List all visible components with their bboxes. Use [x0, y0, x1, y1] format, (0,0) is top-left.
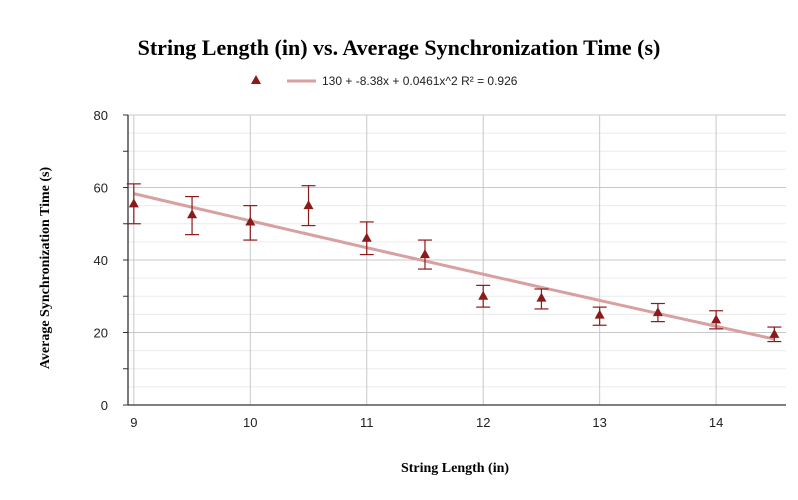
- data-point: [301, 185, 316, 227]
- data-point: [185, 195, 200, 236]
- triangle-marker: [361, 232, 372, 242]
- triangle-marker: [128, 198, 139, 208]
- data-point: [417, 239, 432, 270]
- data-point: [650, 302, 665, 323]
- data-point: [243, 205, 258, 241]
- x-tick-label: 13: [592, 415, 606, 430]
- grid: [128, 114, 786, 405]
- triangle-marker: [478, 290, 489, 300]
- legend-triangle-marker: [251, 75, 261, 84]
- triangle-marker: [303, 200, 314, 210]
- legend-trendline-label: 130 + -8.38x + 0.0461x^2 R² = 0.926: [322, 74, 518, 88]
- triangle-marker: [187, 209, 198, 219]
- y-tick-label: 60: [94, 181, 108, 196]
- data-point: [592, 306, 607, 326]
- x-tick-label: 12: [476, 415, 490, 430]
- data-point: [534, 288, 549, 310]
- triangle-marker: [769, 328, 780, 338]
- triangle-marker: [711, 314, 722, 324]
- data-point: [709, 310, 724, 330]
- x-tick-label: 14: [709, 415, 723, 430]
- triangle-marker: [652, 307, 663, 317]
- y-tick-label: 20: [94, 326, 108, 341]
- x-tick-label: 9: [130, 415, 137, 430]
- y-tick-label: 40: [94, 253, 108, 268]
- triangle-marker: [594, 309, 605, 319]
- y-tick-label: 80: [94, 108, 108, 123]
- data-points: [126, 183, 782, 343]
- x-tick-label: 11: [360, 415, 374, 430]
- triangle-marker: [245, 216, 256, 226]
- data-point: [476, 284, 491, 308]
- trendline: [133, 192, 775, 341]
- data-point: [767, 326, 782, 343]
- x-tick-label: 10: [243, 415, 257, 430]
- data-point: [126, 183, 141, 225]
- legend: 130 + -8.38x + 0.0461x^2 R² = 0.926: [251, 74, 518, 88]
- data-point: [359, 221, 374, 256]
- y-axis-title: Average Synchronization Time (s): [38, 166, 53, 369]
- y-tick-label: 0: [101, 398, 108, 413]
- chart-title: String Length (in) vs. Average Synchroni…: [138, 35, 661, 60]
- trendline-layer: [133, 192, 775, 341]
- axes: 0 20 40 60 80 9 10 11 12 13 14: [94, 108, 786, 430]
- triangle-marker: [419, 249, 430, 259]
- triangle-marker: [536, 292, 547, 302]
- x-axis-title: String Length (in): [401, 461, 509, 476]
